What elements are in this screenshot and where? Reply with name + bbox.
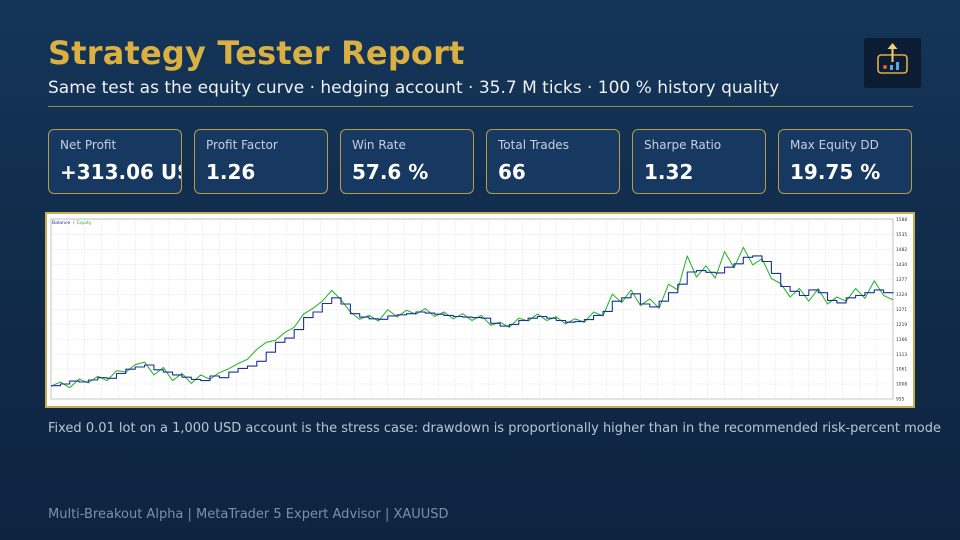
legend-label-equity: Equity xyxy=(77,220,92,226)
y-tick-label: 1535 xyxy=(896,232,907,238)
kpi-card-max-equity-dd: Max Equity DD 19.75 % xyxy=(778,129,912,194)
series-line-equity xyxy=(50,246,894,389)
kpi-label: Net Profit xyxy=(60,138,117,152)
y-tick-label: 1061 xyxy=(896,367,907,373)
legend-separator: / xyxy=(73,220,75,226)
kpi-card-profit-factor: Profit Factor 1.26 xyxy=(194,129,328,194)
kpi-value: 66 xyxy=(498,160,526,184)
kpi-label: Sharpe Ratio xyxy=(644,138,722,152)
kpi-card-total-trades: Total Trades 66 xyxy=(486,129,620,194)
y-tick-label: 1113 xyxy=(896,352,907,358)
kpi-value: 57.6 % xyxy=(352,160,429,184)
kpi-value: 1.26 xyxy=(206,160,256,184)
page-title: Strategy Tester Report xyxy=(48,34,465,72)
upload-chart-icon xyxy=(877,43,908,74)
series-line-balance xyxy=(51,255,894,387)
logo xyxy=(864,38,921,88)
kpi-label: Win Rate xyxy=(352,138,406,152)
y-tick-label: 1166 xyxy=(896,337,907,343)
kpi-value: +313.06 USD xyxy=(60,160,181,184)
kpi-label: Max Equity DD xyxy=(790,138,879,152)
y-tick-label: 1008 xyxy=(896,382,907,388)
equity-chart-svg: 1588 1535 1482 1430 1377 1324 1271 1219 1166 1113… xyxy=(50,217,907,403)
y-tick-label: 1430 xyxy=(896,262,907,268)
kpi-value: 1.32 xyxy=(644,160,694,184)
y-tick-label: 1482 xyxy=(896,247,907,253)
kpi-card-win-rate: Win Rate 57.6 % xyxy=(340,129,474,194)
y-tick-label: 955 xyxy=(896,397,905,403)
footer-text: Multi-Breakout Alpha | MetaTrader 5 Expe… xyxy=(48,507,449,522)
chart-caption: Fixed 0.01 lot on a 1,000 USD account is… xyxy=(48,421,941,436)
y-tick-label: 1219 xyxy=(896,322,907,328)
legend-label-balance: Balance xyxy=(52,220,70,226)
y-tick-label: 1271 xyxy=(896,307,907,313)
equity-chart: 1588 1535 1482 1430 1377 1324 1271 1219 1166 1113… xyxy=(45,212,915,408)
y-tick-label: 1588 xyxy=(896,217,907,223)
kpi-label: Profit Factor xyxy=(206,138,278,152)
header-divider xyxy=(48,106,913,107)
y-tick-label: 1324 xyxy=(896,292,907,298)
kpi-card-sharpe-ratio: Sharpe Ratio 1.32 xyxy=(632,129,766,194)
kpi-label: Total Trades xyxy=(498,138,569,152)
kpi-value: 19.75 % xyxy=(790,160,881,184)
y-tick-label: 1377 xyxy=(896,277,907,283)
page-subtitle: Same test as the equity curve · hedging … xyxy=(48,78,780,98)
kpi-card-net-profit: Net Profit +313.06 USD xyxy=(48,129,182,194)
